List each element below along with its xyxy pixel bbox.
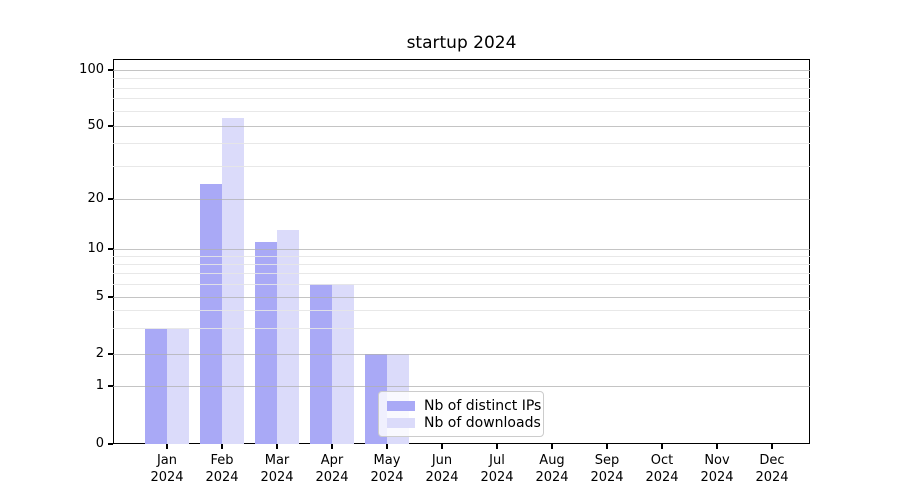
x-tick-label-apr: Apr 2024 <box>315 453 349 485</box>
bar-nb-of-downloads-feb <box>222 118 244 444</box>
chart-title: startup 2024 <box>406 33 517 53</box>
major-gridline-10 <box>113 248 810 250</box>
major-gridline-5 <box>113 296 810 298</box>
x-tick-mark-mar <box>276 444 278 449</box>
bar-nb-of-distinct-ips-apr <box>310 284 332 444</box>
minor-gridline-40 <box>113 143 810 145</box>
x-tick-label-may: May 2024 <box>370 453 404 485</box>
bar-nb-of-downloads-mar <box>277 230 299 444</box>
y-tick-label-1: 1 <box>95 378 104 393</box>
x-tick-mark-aug <box>551 444 553 449</box>
y-tick-label-5: 5 <box>95 289 104 304</box>
x-tick-label-jul: Jul 2024 <box>480 453 514 485</box>
y-tick-mark-10 <box>108 248 113 250</box>
x-tick-label-mar: Mar 2024 <box>260 453 294 485</box>
y-tick-mark-20 <box>108 198 113 200</box>
major-gridline-20 <box>113 198 810 200</box>
x-tick-mark-oct <box>661 444 663 449</box>
minor-gridline-9 <box>113 255 810 257</box>
y-tick-label-20: 20 <box>87 191 104 206</box>
x-tick-label-dec: Dec 2024 <box>755 453 789 485</box>
minor-gridline-30 <box>113 166 810 168</box>
x-tick-mark-apr <box>331 444 333 449</box>
minor-gridline-6 <box>113 283 810 285</box>
major-gridline-100 <box>113 69 810 71</box>
x-tick-mark-sep <box>606 444 608 449</box>
minor-gridline-3 <box>113 328 810 330</box>
major-gridline-1 <box>113 385 810 387</box>
y-tick-mark-5 <box>108 296 113 298</box>
bar-nb-of-distinct-ips-mar <box>255 242 277 444</box>
y-tick-label-10: 10 <box>87 241 104 256</box>
legend-swatch-downloads <box>387 418 415 428</box>
x-tick-label-jun: Jun 2024 <box>425 453 459 485</box>
x-tick-label-oct: Oct 2024 <box>645 453 679 485</box>
major-gridline-2 <box>113 353 810 355</box>
y-tick-label-50: 50 <box>87 118 104 133</box>
bar-nb-of-downloads-apr <box>332 284 354 444</box>
x-tick-label-feb: Feb 2024 <box>205 453 239 485</box>
bar-nb-of-distinct-ips-feb <box>200 184 222 444</box>
minor-gridline-60 <box>113 110 810 112</box>
legend-label-downloads: Nb of downloads <box>424 415 541 431</box>
x-tick-label-nov: Nov 2024 <box>700 453 734 485</box>
x-tick-mark-jun <box>441 444 443 449</box>
x-tick-label-sep: Sep 2024 <box>590 453 624 485</box>
y-tick-label-100: 100 <box>79 62 104 77</box>
minor-gridline-70 <box>113 98 810 100</box>
major-gridline-50 <box>113 125 810 127</box>
minor-gridline-4 <box>113 310 810 312</box>
y-tick-label-2: 2 <box>95 346 104 361</box>
legend-swatch-distinct-ips <box>387 401 415 411</box>
x-tick-label-aug: Aug 2024 <box>535 453 569 485</box>
x-tick-mark-may <box>386 444 388 449</box>
x-tick-label-jan: Jan 2024 <box>150 453 184 485</box>
y-tick-mark-2 <box>108 353 113 355</box>
legend-label-distinct-ips: Nb of distinct IPs <box>424 398 542 414</box>
x-tick-mark-feb <box>221 444 223 449</box>
minor-gridline-7 <box>113 273 810 275</box>
y-tick-mark-50 <box>108 125 113 127</box>
x-tick-mark-jan <box>166 444 168 449</box>
minor-gridline-80 <box>113 87 810 89</box>
legend-row-distinct-ips: Nb of distinct IPs <box>387 398 541 414</box>
y-tick-mark-100 <box>108 69 113 71</box>
legend: Nb of distinct IPs Nb of downloads <box>378 391 544 437</box>
minor-gridline-8 <box>113 263 810 265</box>
x-tick-mark-nov <box>716 444 718 449</box>
minor-gridline-90 <box>113 78 810 79</box>
y-tick-mark-1 <box>108 385 113 387</box>
legend-row-downloads: Nb of downloads <box>387 415 541 431</box>
x-tick-mark-jul <box>496 444 498 449</box>
y-tick-mark-0 <box>108 443 113 445</box>
x-tick-mark-dec <box>771 444 773 449</box>
y-tick-label-0: 0 <box>95 436 104 451</box>
